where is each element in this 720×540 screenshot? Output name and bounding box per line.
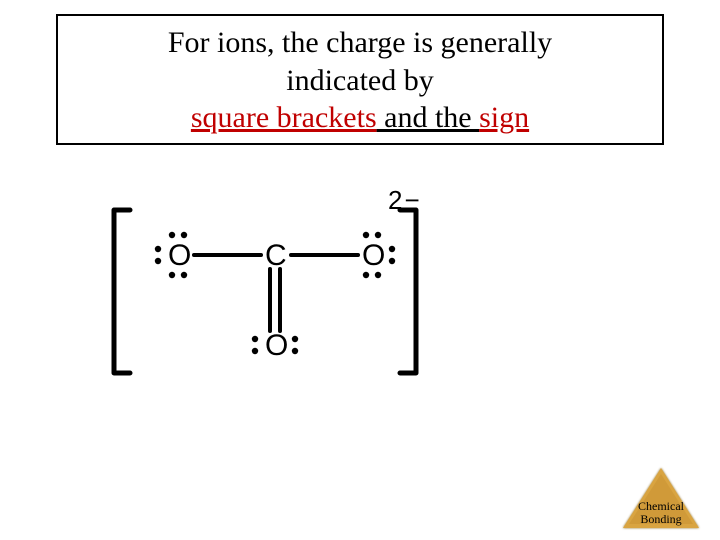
footer-label: Chemical Bonding [620,500,702,526]
title-emphasis-2: sign [479,101,529,134]
svg-text:O: O [168,239,191,272]
title-line1: For ions, the charge is generally [168,26,552,59]
svg-text:C: C [265,239,287,272]
title-line3: square brackets and the sign [74,99,646,137]
title-box: For ions, the charge is generally indica… [56,14,664,145]
svg-text:O: O [362,239,385,272]
footer-line1: Chemical [638,499,684,513]
title-mid: and the [377,101,479,134]
lewis-structure: O C O O [100,195,440,395]
title-emphasis-1: square brackets [191,101,377,134]
svg-text:O: O [265,329,288,362]
footer-line2: Bonding [640,512,681,526]
title-line2: indicated by [74,62,646,100]
